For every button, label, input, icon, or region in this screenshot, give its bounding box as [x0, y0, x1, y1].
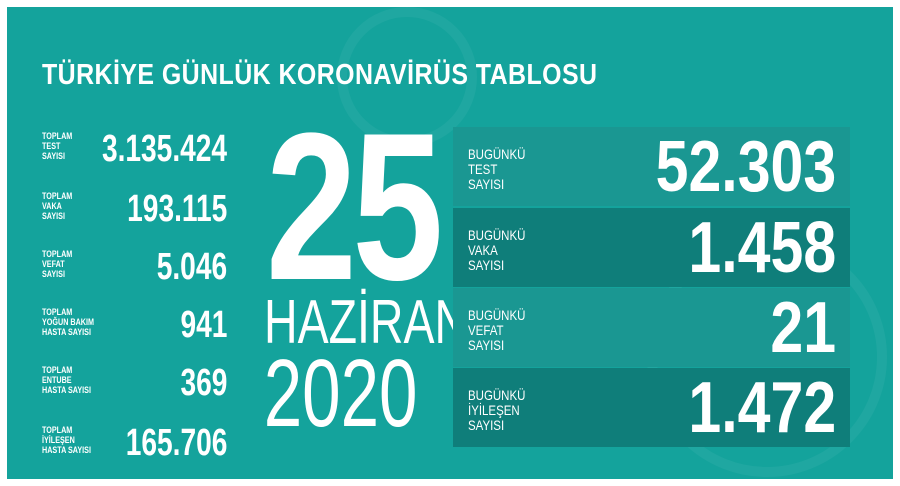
- today-stat-label: BUGÜNKÜ VEFAT SAYISI: [468, 308, 525, 353]
- label-line: TEST: [468, 161, 498, 177]
- label-line: SAYISI: [468, 257, 505, 273]
- today-stat-row: BUGÜNKÜ İYİLEŞEN SAYISI 1.472: [453, 368, 850, 447]
- today-stat-row: BUGÜNKÜ TEST SAYISI 52.303: [453, 127, 850, 206]
- label-line: SAYISI: [42, 151, 65, 161]
- label-line: BUGÜNKÜ: [468, 227, 526, 243]
- label-line: SAYISI: [42, 211, 65, 221]
- today-stat-label: BUGÜNKÜ TEST SAYISI: [468, 147, 525, 192]
- label-line: VAKA: [42, 201, 62, 211]
- total-stat-row: TOPLAM VEFAT SAYISI 5.046: [42, 247, 227, 291]
- total-stat-value: 369: [180, 362, 227, 404]
- label-line: BUGÜNKÜ: [468, 146, 526, 162]
- label-line: ENTUBE: [42, 375, 72, 385]
- today-stat-label: BUGÜNKÜ VAKA SAYISI: [468, 228, 525, 273]
- label-line: SAYISI: [468, 417, 505, 433]
- label-line: SAYISI: [468, 176, 505, 192]
- total-stat-row: TOPLAM ENTUBE HASTA SAYISI 369: [42, 363, 227, 407]
- page-title: TÜRKİYE GÜNLÜK KORONAVİRÜS TABLOSU: [42, 59, 598, 91]
- label-line: İYİLEŞEN: [468, 402, 520, 418]
- infographic-panel: TÜRKİYE GÜNLÜK KORONAVİRÜS TABLOSU TOPLA…: [7, 7, 893, 479]
- date-year: 2020: [263, 340, 418, 447]
- virus-watermark-icon: [337, 7, 477, 147]
- today-stat-label: BUGÜNKÜ İYİLEŞEN SAYISI: [468, 388, 525, 433]
- total-stat-label: TOPLAM İYİLEŞEN HASTA SAYISI: [42, 425, 91, 455]
- label-line: VEFAT: [468, 322, 504, 338]
- total-stat-label: TOPLAM ENTUBE HASTA SAYISI: [42, 365, 91, 395]
- label-line: TOPLAM: [42, 191, 73, 201]
- label-line: TOPLAM: [42, 249, 73, 259]
- label-line: BUGÜNKÜ: [468, 307, 526, 323]
- label-line: TOPLAM: [42, 425, 73, 435]
- label-line: SAYISI: [42, 269, 65, 279]
- label-line: BUGÜNKÜ: [468, 387, 526, 403]
- label-line: HASTA SAYISI: [42, 327, 91, 337]
- total-stat-label: TOPLAM TEST SAYISI: [42, 131, 72, 161]
- date-day: 25: [265, 89, 444, 324]
- total-stat-label: TOPLAM VAKA SAYISI: [42, 191, 72, 221]
- total-stat-row: TOPLAM TEST SAYISI 3.135.424: [42, 129, 227, 173]
- total-stat-value: 941: [180, 304, 227, 346]
- label-line: VEFAT: [42, 259, 65, 269]
- label-line: VAKA: [468, 242, 498, 258]
- total-stat-row: TOPLAM VAKA SAYISI 193.115: [42, 189, 227, 233]
- today-stat-row: BUGÜNKÜ VAKA SAYISI 1.458: [453, 208, 850, 287]
- label-line: İYİLEŞEN: [42, 435, 75, 445]
- total-stat-row: TOPLAM YOĞUN BAKIM HASTA SAYISI 941: [42, 305, 227, 349]
- total-stat-label: TOPLAM VEFAT SAYISI: [42, 249, 72, 279]
- total-stat-value: 165.706: [125, 422, 227, 464]
- label-line: TOPLAM: [42, 131, 73, 141]
- total-stat-row: TOPLAM İYİLEŞEN HASTA SAYISI 165.706: [42, 423, 227, 467]
- today-stat-row: BUGÜNKÜ VEFAT SAYISI 21: [453, 288, 850, 367]
- label-line: TEST: [42, 141, 61, 151]
- total-stat-value: 3.135.424: [101, 128, 227, 170]
- label-line: TOPLAM: [42, 365, 73, 375]
- today-stat-value: 1.458: [688, 208, 836, 288]
- today-stat-value: 52.303: [655, 127, 836, 207]
- total-stat-value: 5.046: [156, 246, 227, 288]
- label-line: HASTA SAYISI: [42, 445, 91, 455]
- label-line: SAYISI: [468, 337, 505, 353]
- total-stat-value: 193.115: [126, 188, 227, 230]
- today-stat-value: 21: [770, 288, 836, 368]
- label-line: TOPLAM: [42, 307, 73, 317]
- total-stat-label: TOPLAM YOĞUN BAKIM HASTA SAYISI: [42, 307, 94, 337]
- label-line: HASTA SAYISI: [42, 385, 91, 395]
- today-stat-value: 1.472: [688, 368, 836, 448]
- date-month: HAZİRAN: [264, 288, 469, 357]
- label-line: YOĞUN BAKIM: [42, 317, 94, 327]
